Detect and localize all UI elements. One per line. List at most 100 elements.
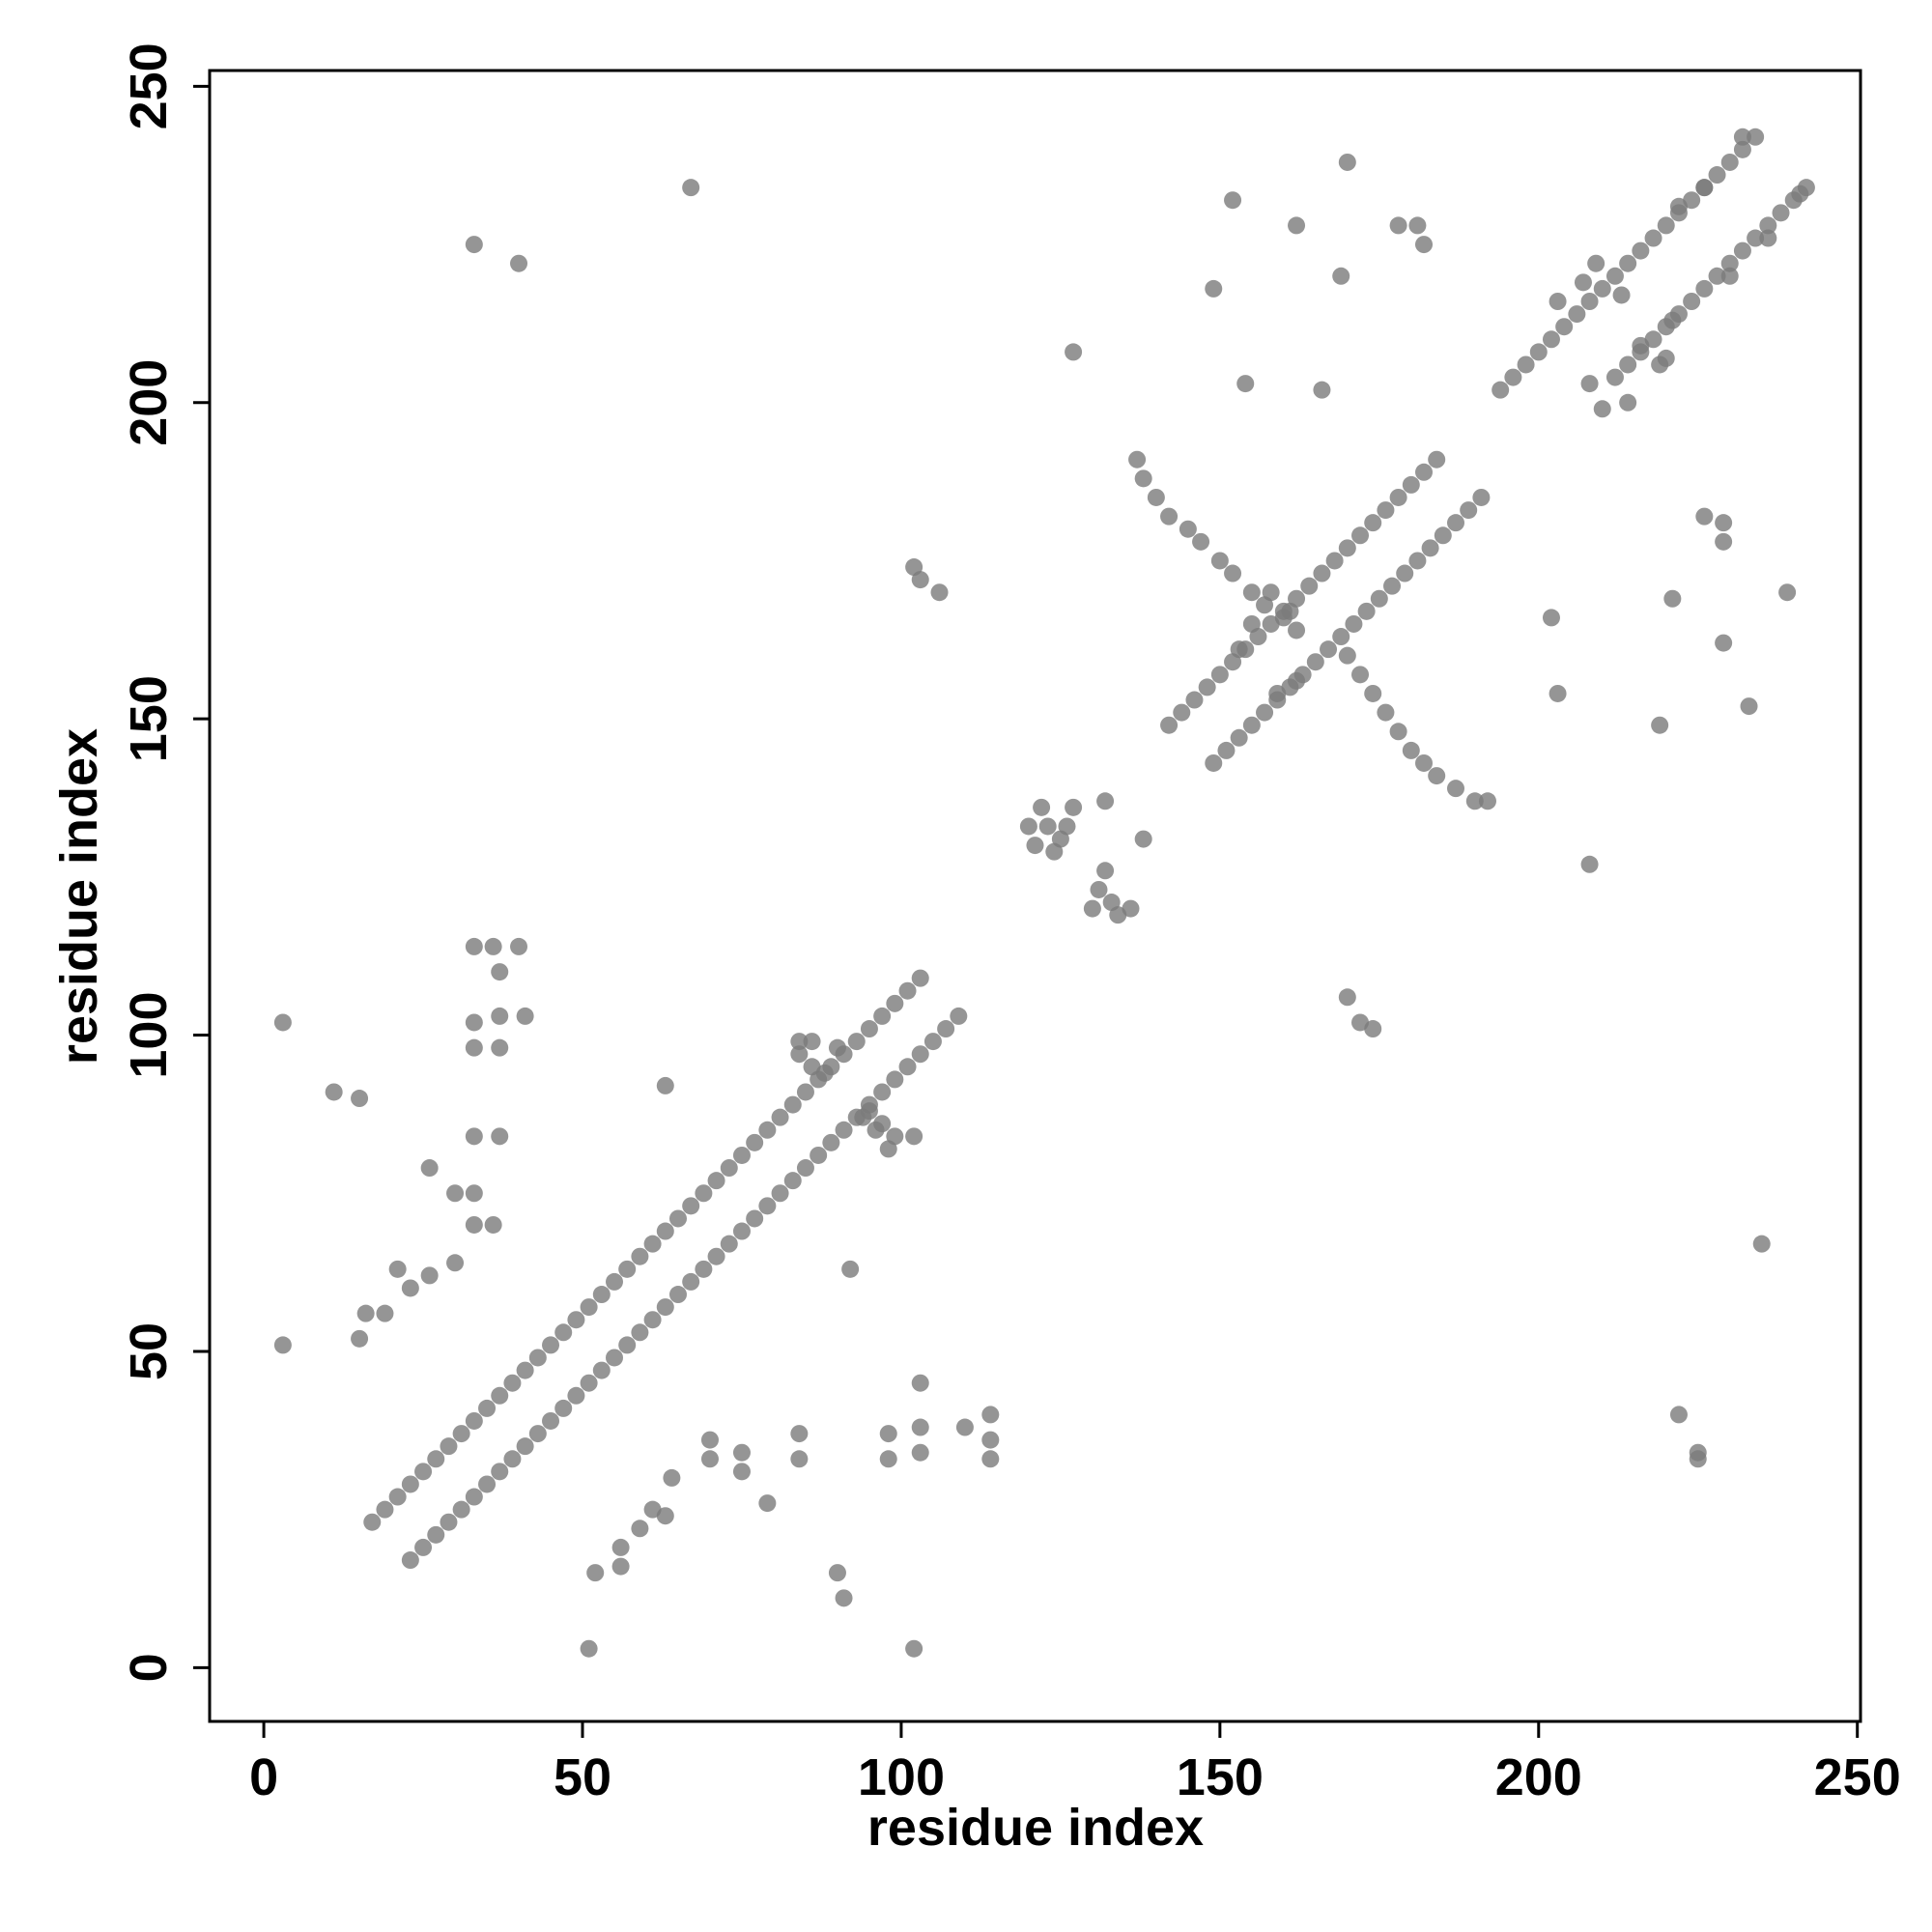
contact-point bbox=[643, 1311, 662, 1329]
contact-point bbox=[732, 1463, 751, 1481]
contact-point bbox=[873, 1083, 892, 1101]
contact-point bbox=[682, 1197, 700, 1215]
contact-point bbox=[873, 1007, 892, 1025]
contact-point bbox=[1033, 798, 1051, 816]
contact-point bbox=[835, 1121, 853, 1139]
contact-point bbox=[1752, 1235, 1771, 1253]
contact-point bbox=[465, 937, 483, 955]
contact-point bbox=[1045, 842, 1064, 861]
contact-point bbox=[1364, 514, 1382, 532]
contact-point bbox=[732, 1222, 751, 1240]
contact-point bbox=[886, 994, 904, 1012]
contact-point bbox=[1288, 671, 1306, 690]
y-tick-label: 250 bbox=[120, 43, 178, 129]
contact-point bbox=[542, 1336, 560, 1354]
contact-point bbox=[465, 1411, 483, 1430]
contact-point bbox=[611, 1538, 630, 1556]
contact-point bbox=[720, 1159, 738, 1178]
contact-point bbox=[503, 1374, 522, 1392]
contact-point bbox=[1281, 602, 1299, 620]
x-tick-label: 150 bbox=[1177, 1748, 1264, 1806]
contact-point bbox=[668, 1209, 687, 1228]
contact-point bbox=[1160, 507, 1179, 526]
contact-point bbox=[1555, 318, 1574, 336]
contact-point bbox=[1689, 1450, 1707, 1468]
contact-point bbox=[580, 1639, 598, 1658]
contact-point bbox=[923, 1033, 942, 1051]
contact-point bbox=[465, 1488, 483, 1506]
contact-point bbox=[401, 1279, 419, 1297]
contact-point bbox=[835, 1589, 853, 1607]
contact-point bbox=[732, 1443, 751, 1462]
contact-point bbox=[1733, 128, 1751, 146]
contact-point bbox=[981, 1406, 1000, 1424]
contact-point bbox=[1574, 273, 1592, 292]
contact-point bbox=[758, 1121, 777, 1139]
contact-point bbox=[1605, 267, 1624, 285]
contact-point bbox=[1242, 614, 1261, 633]
contact-point bbox=[491, 1463, 509, 1481]
y-tick-label: 100 bbox=[120, 991, 178, 1078]
contact-point bbox=[1332, 267, 1350, 285]
contact-point bbox=[1242, 716, 1261, 734]
contact-point bbox=[847, 1033, 866, 1051]
contact-point bbox=[1408, 216, 1427, 235]
contact-point bbox=[860, 1020, 878, 1038]
x-tick-label: 200 bbox=[1495, 1748, 1582, 1806]
contact-point bbox=[1205, 279, 1223, 298]
contact-point bbox=[516, 1007, 534, 1025]
contact-point bbox=[746, 1133, 764, 1151]
contact-point bbox=[898, 1058, 917, 1076]
contact-point bbox=[1210, 552, 1229, 570]
contact-point bbox=[478, 1399, 497, 1417]
contact-point bbox=[427, 1525, 445, 1544]
contact-point bbox=[1210, 666, 1229, 684]
contact-point bbox=[491, 1038, 509, 1057]
contact-point bbox=[695, 1260, 713, 1278]
contact-point bbox=[700, 1450, 719, 1468]
contact-point bbox=[1720, 153, 1739, 171]
contact-point bbox=[1580, 375, 1599, 393]
contact-point bbox=[618, 1260, 637, 1278]
contact-point bbox=[1740, 697, 1758, 716]
contact-point bbox=[1747, 128, 1765, 146]
contact-point bbox=[707, 1247, 725, 1265]
contact-point bbox=[1669, 197, 1688, 215]
contact-point bbox=[1695, 179, 1714, 197]
contact-point bbox=[1720, 254, 1739, 272]
contact-point bbox=[1396, 564, 1414, 582]
contact-point bbox=[1619, 393, 1637, 412]
contact-point bbox=[950, 1007, 968, 1025]
contact-point bbox=[388, 1488, 407, 1506]
contact-point bbox=[1217, 741, 1236, 759]
contact-point bbox=[1198, 678, 1216, 696]
contact-point bbox=[1026, 837, 1044, 855]
contact-point bbox=[1402, 475, 1420, 494]
contact-point bbox=[1192, 532, 1210, 551]
contact-point bbox=[1160, 716, 1179, 734]
contact-point bbox=[606, 1349, 624, 1367]
contact-point bbox=[1517, 355, 1535, 374]
contact-point bbox=[1377, 501, 1395, 520]
contact-point bbox=[1236, 375, 1255, 393]
contact-point bbox=[1230, 728, 1248, 747]
contact-point bbox=[732, 1146, 751, 1164]
contact-point bbox=[1122, 899, 1140, 918]
contact-point bbox=[631, 1323, 649, 1342]
contact-point bbox=[937, 1020, 955, 1038]
contact-point bbox=[1224, 564, 1242, 582]
contact-point bbox=[1134, 830, 1152, 848]
contact-point bbox=[440, 1513, 458, 1531]
x-tick-label: 250 bbox=[1814, 1748, 1901, 1806]
contact-point bbox=[790, 1045, 809, 1064]
contact-point bbox=[491, 1386, 509, 1405]
contact-point bbox=[1338, 988, 1356, 1007]
contact-point bbox=[1580, 855, 1599, 873]
plot-frame bbox=[208, 69, 1862, 1723]
contact-point bbox=[446, 1184, 465, 1203]
contact-point bbox=[879, 1425, 897, 1443]
contact-point bbox=[1669, 1406, 1688, 1424]
contact-point bbox=[1593, 400, 1611, 418]
contact-point bbox=[905, 1639, 923, 1658]
